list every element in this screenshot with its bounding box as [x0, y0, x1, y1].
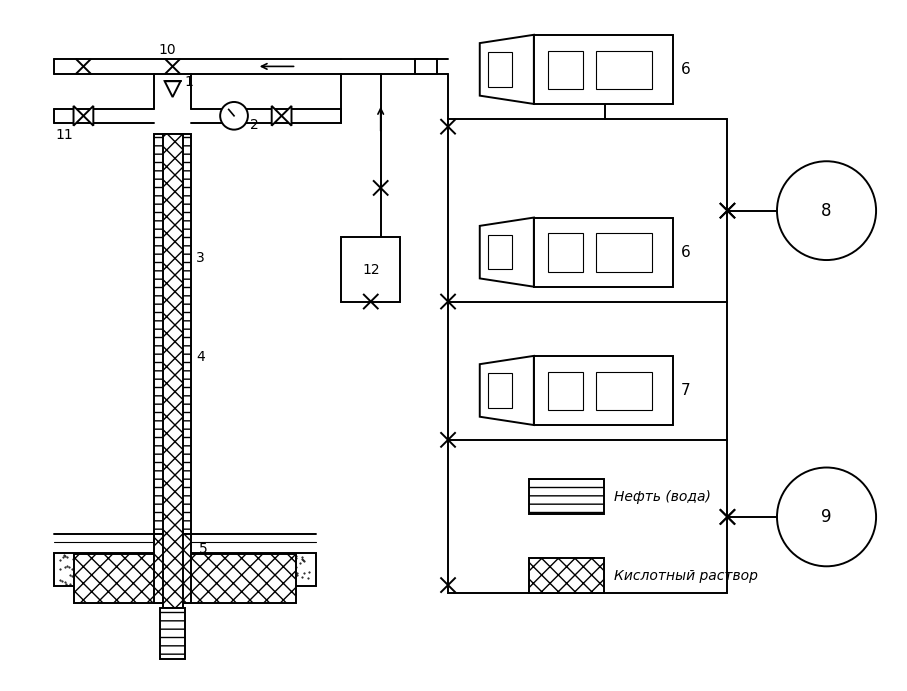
Bar	[534, 35, 673, 104]
Circle shape	[777, 468, 876, 567]
Bar	[73, 554, 297, 603]
Bar	[597, 50, 652, 88]
Circle shape	[220, 102, 248, 130]
Bar	[154, 133, 191, 533]
Text: 11: 11	[55, 128, 73, 142]
Bar	[488, 373, 512, 408]
Text: 6: 6	[681, 245, 690, 260]
Text: 8: 8	[822, 202, 832, 220]
Text: 6: 6	[681, 62, 690, 77]
Bar	[341, 237, 401, 301]
Bar	[530, 480, 603, 514]
Text: 3: 3	[197, 251, 205, 265]
Bar	[597, 372, 652, 410]
Polygon shape	[281, 106, 291, 126]
Bar	[154, 533, 191, 603]
Bar	[488, 52, 512, 86]
Bar	[534, 218, 673, 287]
Text: 5: 5	[200, 542, 208, 556]
Bar	[162, 133, 182, 608]
Bar	[448, 119, 727, 593]
Bar	[548, 372, 582, 410]
Polygon shape	[165, 82, 180, 97]
Text: 12: 12	[362, 263, 380, 277]
Text: 10: 10	[159, 43, 177, 57]
Polygon shape	[480, 35, 534, 104]
Text: 7: 7	[681, 383, 690, 398]
Bar	[415, 59, 437, 75]
Text: 2: 2	[250, 117, 258, 132]
Polygon shape	[480, 356, 534, 425]
Polygon shape	[83, 106, 93, 126]
Text: 4: 4	[197, 350, 205, 364]
Bar	[548, 50, 582, 88]
Bar	[597, 234, 652, 272]
Polygon shape	[73, 106, 83, 126]
Bar	[530, 558, 603, 593]
Text: Кислотный раствор: Кислотный раствор	[613, 569, 757, 583]
Polygon shape	[480, 218, 534, 287]
Bar	[548, 234, 582, 272]
Bar	[488, 235, 512, 269]
Text: 9: 9	[822, 508, 832, 526]
Text: 1: 1	[184, 75, 193, 89]
Polygon shape	[272, 106, 281, 126]
Circle shape	[777, 161, 876, 260]
Bar	[54, 553, 317, 586]
Bar	[160, 608, 186, 659]
Text: Нефть (вода): Нефть (вода)	[613, 490, 710, 504]
Bar	[534, 356, 673, 425]
